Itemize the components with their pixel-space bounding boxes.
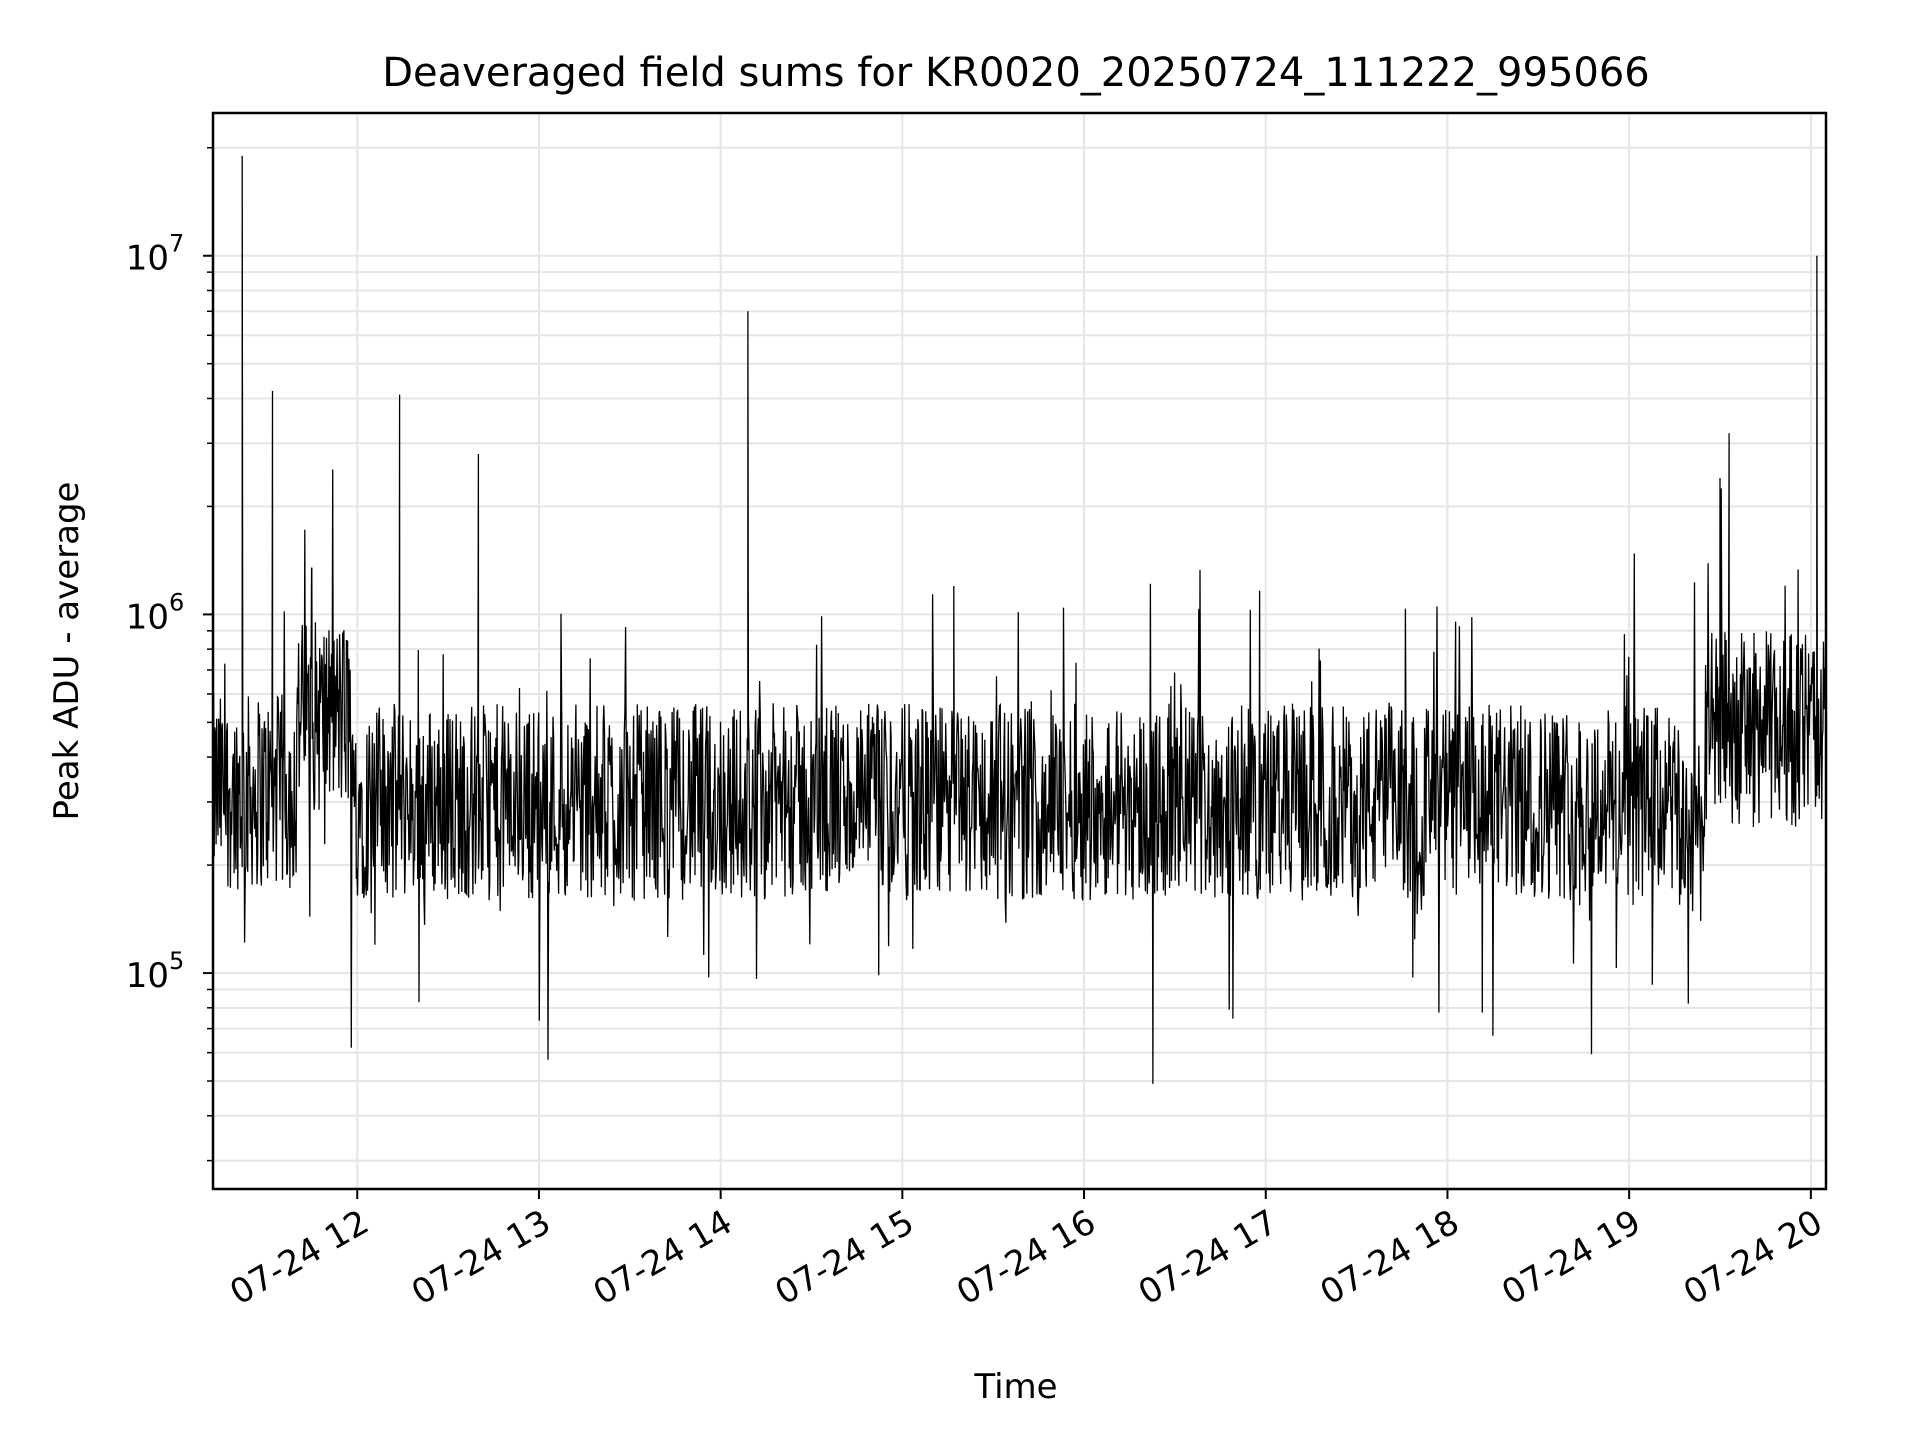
chart-title: Deaveraged field sums for KR0020_2025072… (382, 50, 1650, 96)
y-axis-label: Peak ADU - average (47, 482, 87, 821)
x-axis-label: Time (973, 1367, 1057, 1407)
plot-frame (211, 111, 1828, 1191)
y-tick-label: 105 (126, 947, 185, 996)
series-line (212, 155, 1827, 1084)
y-tick-label: 106 (126, 588, 185, 637)
series-layer (212, 155, 1827, 1084)
y-axis-ticks: 105 106 107 (126, 147, 213, 1162)
y-tick-label: 107 (126, 230, 185, 279)
